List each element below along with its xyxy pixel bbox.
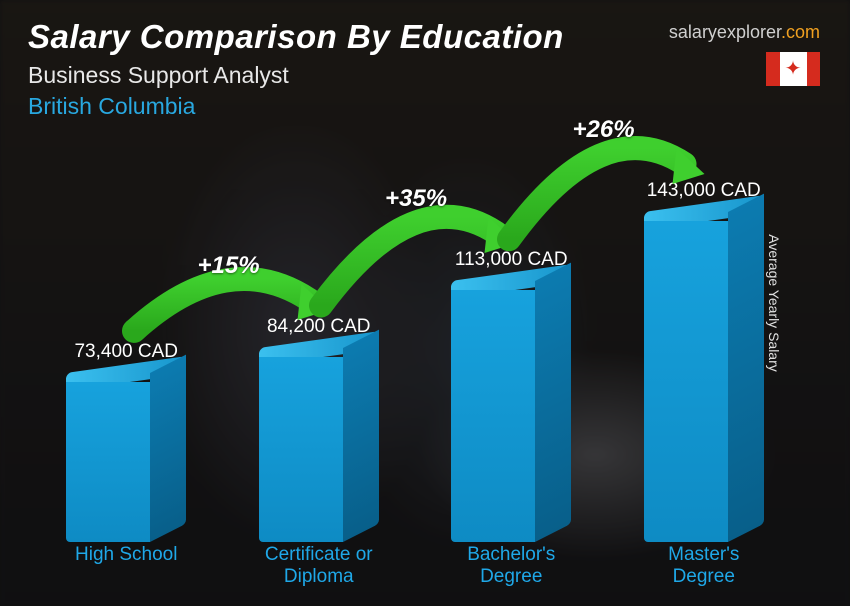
category-label: Master'sDegree — [618, 544, 791, 588]
job-title: Business Support Analyst — [28, 62, 822, 89]
site-name: salaryexplorer — [669, 22, 781, 42]
category-label: Bachelor'sDegree — [425, 544, 598, 588]
increment-pct-label: +26% — [573, 116, 635, 144]
category-label: High School — [40, 544, 213, 588]
bar-chart: 73,400 CAD 84,200 CAD 113,000 CAD 143,00… — [40, 150, 790, 588]
bar-0: 73,400 CAD — [40, 341, 213, 542]
increment-pct-label: +35% — [385, 185, 447, 213]
site-watermark: salaryexplorer.com — [669, 22, 820, 43]
site-tld: .com — [781, 22, 820, 42]
bar-body — [259, 348, 379, 542]
increment-pct-label: +15% — [198, 252, 260, 280]
category-labels: High School Certificate orDiploma Bachelor… — [40, 544, 790, 588]
bar-body — [66, 373, 186, 542]
category-label: Certificate orDiploma — [233, 544, 406, 588]
canada-flag-icon: ✦ — [766, 52, 820, 86]
